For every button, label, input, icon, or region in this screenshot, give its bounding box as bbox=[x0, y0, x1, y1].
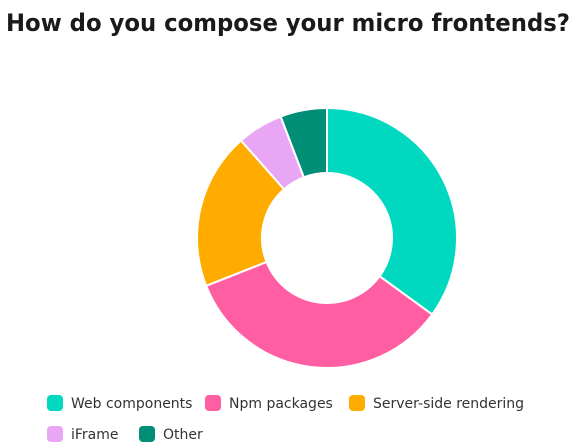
legend-label: Other bbox=[163, 427, 203, 443]
chart-title: How do you compose your micro frontends? bbox=[6, 9, 570, 37]
donut-slice bbox=[204, 260, 434, 369]
legend-label: Web components bbox=[71, 396, 192, 412]
legend-label: Server-side rendering bbox=[373, 396, 524, 412]
legend-label: iFrame bbox=[71, 427, 119, 443]
legend-swatch bbox=[47, 395, 63, 411]
legend-swatch bbox=[47, 426, 63, 442]
legend-swatch bbox=[349, 395, 365, 411]
legend-swatch bbox=[139, 426, 155, 442]
legend-label: Npm packages bbox=[229, 396, 333, 412]
donut-slice bbox=[326, 106, 458, 316]
donut-slice bbox=[279, 106, 328, 179]
donut-slice bbox=[196, 139, 286, 288]
legend-swatch bbox=[205, 395, 221, 411]
